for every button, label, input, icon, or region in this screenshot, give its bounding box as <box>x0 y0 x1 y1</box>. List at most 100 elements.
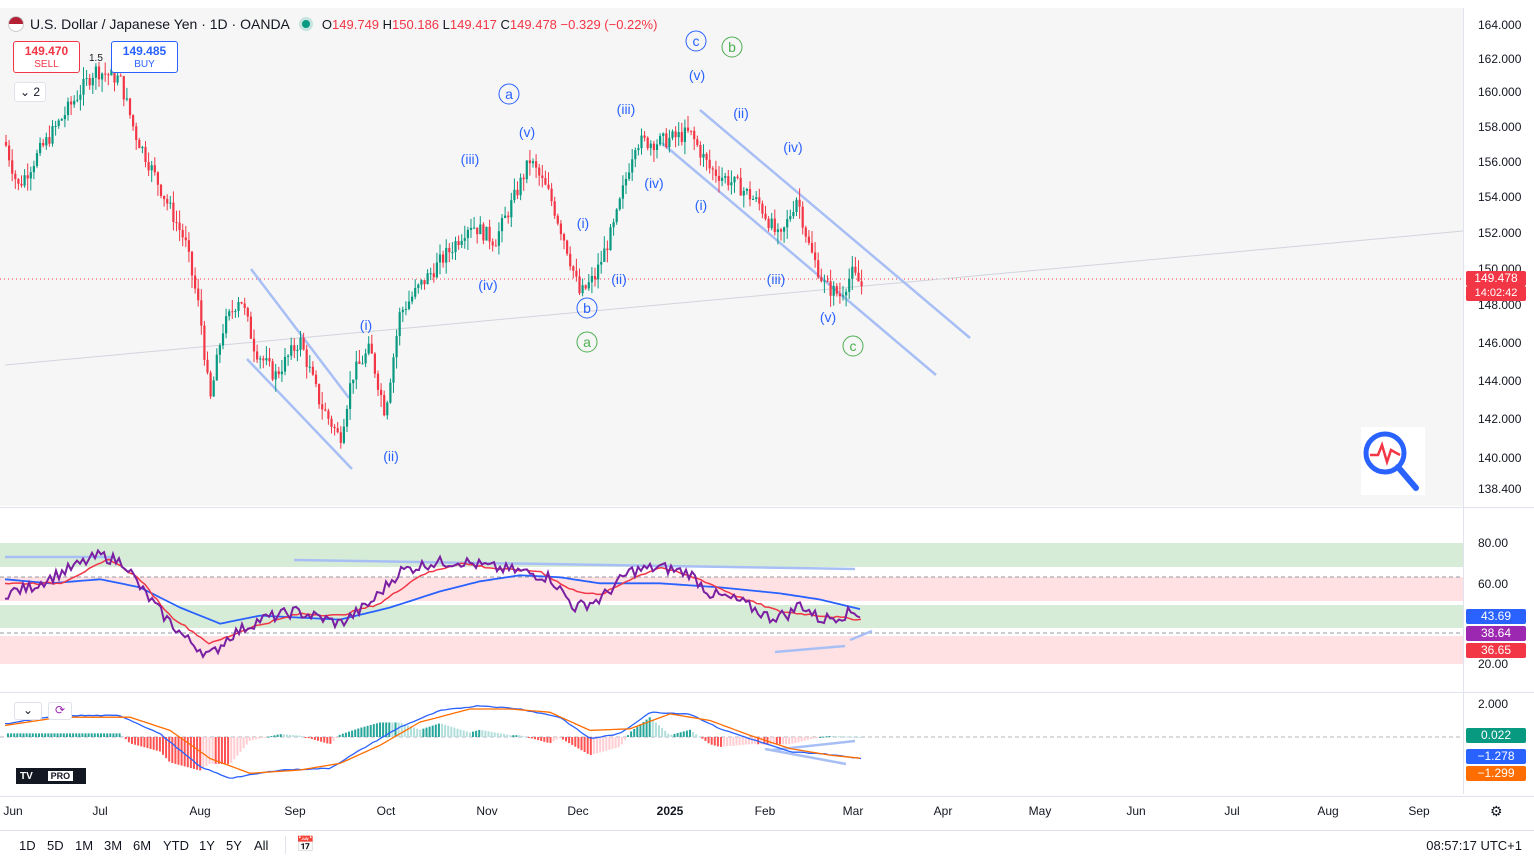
macd-hist-bar <box>53 733 56 737</box>
candle-body <box>411 296 414 302</box>
candle-body <box>783 227 786 232</box>
macd-hist-bar <box>115 733 118 737</box>
macd-hist-bar <box>444 724 447 737</box>
macd-hist-bar <box>437 723 440 737</box>
candle-body <box>454 241 457 253</box>
macd-hist-bar <box>468 732 471 737</box>
candle-body <box>705 153 708 160</box>
candle-body <box>854 266 857 273</box>
macd-hist-bar <box>410 726 412 737</box>
candle-body <box>116 75 119 83</box>
channel-line[interactable] <box>661 142 937 376</box>
candle-body <box>265 358 268 361</box>
macd-hist-bar <box>599 737 602 753</box>
collapse-pane-button[interactable]: ⌄ <box>14 702 42 720</box>
tradingview-logo[interactable]: TV PRO <box>16 768 86 784</box>
macd-hist-bar <box>605 737 608 751</box>
rsi-divergence-line[interactable] <box>849 629 873 642</box>
candle-body <box>451 252 454 254</box>
timeframe-6m[interactable]: 6M <box>133 838 152 853</box>
candle-body <box>17 179 20 184</box>
candle-body <box>401 309 404 313</box>
long-trend-line[interactable] <box>4 230 1463 366</box>
candle-body <box>612 222 615 228</box>
macd-hist-bar <box>31 733 34 737</box>
macd-hist-bar <box>772 737 775 745</box>
candle-body <box>665 133 668 148</box>
candle-body <box>466 229 469 239</box>
timeframe-1m[interactable]: 1M <box>75 838 94 853</box>
candle-body <box>438 254 442 263</box>
price-tick: 144.000 <box>1478 374 1522 388</box>
candle-body <box>252 338 256 352</box>
date-range-calendar-icon[interactable]: 📅 <box>296 836 315 853</box>
price-tick: 164.000 <box>1478 18 1522 32</box>
candle-body <box>662 133 665 136</box>
candle-body <box>290 345 293 356</box>
refresh-button[interactable]: ⟳ <box>48 702 72 720</box>
candle-body <box>690 130 693 132</box>
pane-divider[interactable] <box>0 692 1534 693</box>
macd-hist-bar <box>713 737 716 746</box>
sell-price: 149.470 <box>24 44 69 58</box>
candle-body <box>621 185 624 199</box>
macd-hist-bar <box>571 737 574 745</box>
symbol-title[interactable]: U.S. Dollar / Japanese Yen · 1D · OANDA <box>30 16 290 32</box>
candle-body <box>101 73 104 80</box>
candle-body <box>429 273 432 275</box>
candle-body <box>190 251 194 276</box>
price-chart-pane[interactable] <box>0 8 1463 506</box>
candle-body <box>497 231 500 246</box>
sell-button[interactable]: 149.470 SELL <box>13 41 80 73</box>
timeframe-3m[interactable]: 3M <box>104 838 123 853</box>
macd-hist-bar <box>707 737 710 744</box>
time-tick: Sep <box>284 804 306 818</box>
macd-hist-bar <box>341 733 344 737</box>
macd-hist-bar <box>279 734 282 737</box>
macd-hist-bar <box>527 737 530 738</box>
macd-hist-bar <box>648 717 651 737</box>
settings-gear-icon[interactable]: ⚙ <box>1490 803 1503 819</box>
macd-hist-bar <box>313 737 316 740</box>
pane-divider[interactable] <box>0 507 1534 508</box>
candle-body <box>91 77 94 86</box>
candle-body <box>541 175 544 179</box>
candle-body <box>318 384 321 405</box>
chart-canvas[interactable]: a b c b a c (i) (ii) (iii) (iv) (v) (i) … <box>0 0 1463 800</box>
buy-button[interactable]: 149.485 BUY <box>111 41 178 73</box>
macd-hist-bar <box>177 737 180 765</box>
timeframe-1y[interactable]: 1Y <box>199 838 215 853</box>
macd-hist-bar <box>819 736 822 738</box>
channel-line[interactable] <box>246 358 353 470</box>
candle-body <box>578 276 581 294</box>
macd-hist-bar <box>797 737 800 743</box>
channel-line[interactable] <box>699 109 971 339</box>
candle-body <box>243 303 246 309</box>
candle-body <box>835 285 838 294</box>
macd-hist-bar <box>710 737 713 745</box>
timeframe-5d[interactable]: 5D <box>47 838 64 853</box>
macd-hist-bar <box>112 733 115 737</box>
macd-hist-bar <box>363 726 366 737</box>
timeframe-ytd[interactable]: YTD <box>163 838 189 853</box>
macd-hist-bar <box>22 733 25 737</box>
collapse-indicators-button[interactable]: ⌄ 2 <box>14 82 46 102</box>
rsi-divergence-line[interactable] <box>774 644 846 654</box>
ohlc-values: O149.749 H150.186 L149.417 C149.478 −0.3… <box>322 17 658 32</box>
candle-body <box>373 353 376 374</box>
timeframe-all[interactable]: All <box>254 838 269 853</box>
timeframe-5y[interactable]: 5Y <box>226 838 242 853</box>
candle-body <box>674 131 677 138</box>
symbol-legend[interactable]: U.S. Dollar / Japanese Yen · 1D · OANDA … <box>8 16 657 32</box>
rsi-trend-line[interactable] <box>293 558 856 571</box>
wave-label-iv: (iv) <box>644 175 663 191</box>
candle-body <box>473 227 476 229</box>
timeframe-1d[interactable]: 1D <box>19 838 36 853</box>
macd-hist-bar <box>149 737 152 749</box>
macd-divergence-line[interactable] <box>764 747 847 766</box>
symbol-flag-icon <box>8 16 24 32</box>
utc-clock[interactable]: 08:57:17 UTC+1 <box>1426 838 1522 853</box>
macd-divergence-line[interactable] <box>771 739 856 752</box>
candle-body <box>225 316 228 334</box>
candle-body <box>600 261 603 265</box>
